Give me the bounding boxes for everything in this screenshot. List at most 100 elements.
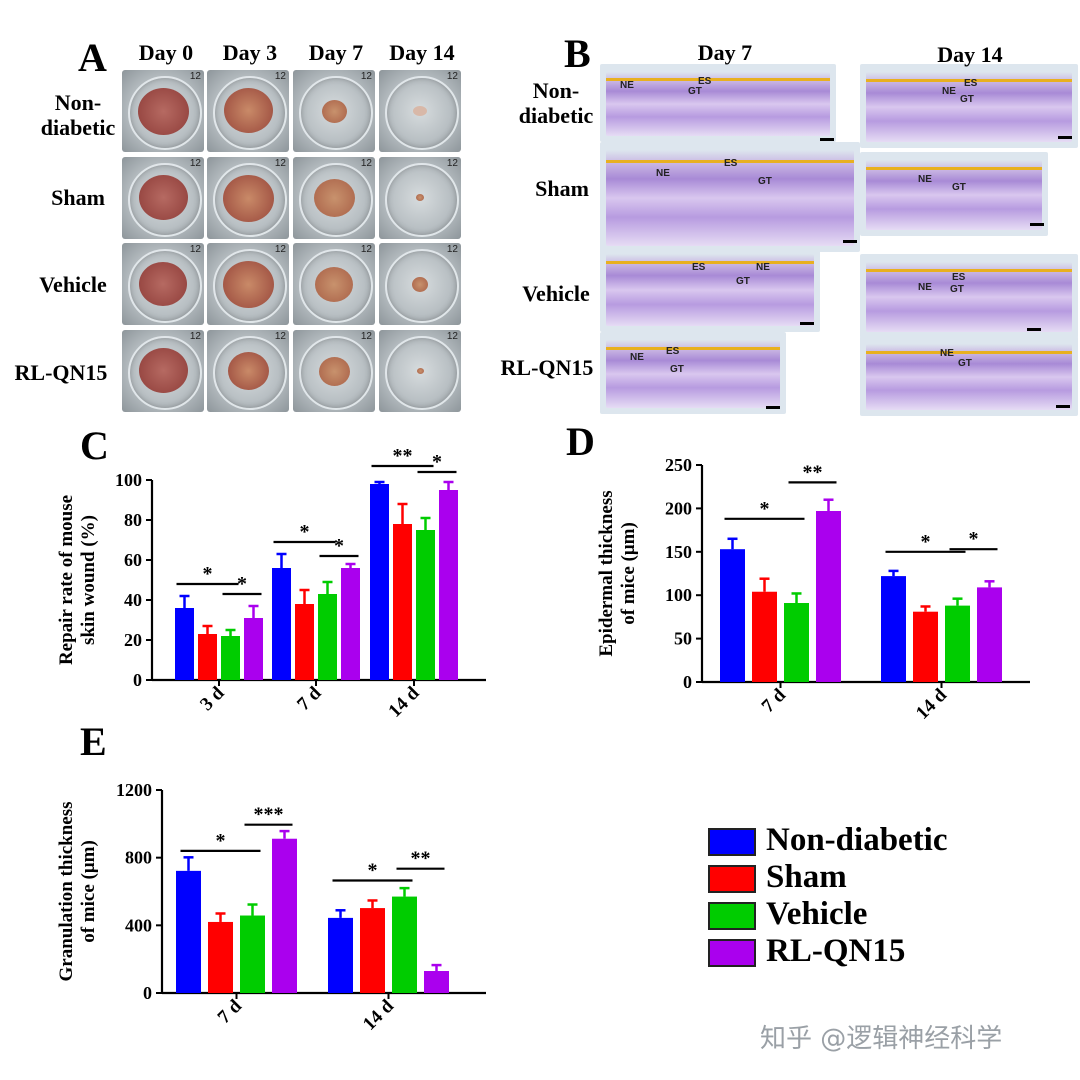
scale-bar — [1056, 405, 1070, 408]
significance-label: ** — [803, 461, 823, 483]
y-tick-label: 1200 — [116, 780, 152, 800]
legend-swatch-sham — [708, 865, 756, 893]
bar — [913, 611, 938, 682]
legend-item-rlqn15: RL-QN15 — [708, 933, 1008, 969]
x-tick-label: 14 d — [359, 995, 398, 1034]
histology-vehicle-day14: NE ES GT — [860, 254, 1078, 338]
panel-b-row-nondiabetic: Non- diabetic — [518, 78, 594, 129]
bar — [881, 576, 906, 682]
wound-photo-vehicle-col2: 12 — [293, 243, 375, 325]
histology-label-gt: GT — [736, 276, 750, 287]
histology-sham-day7: NE ES GT — [600, 142, 860, 252]
panel-a-col-day14: Day 14 — [389, 40, 455, 65]
bar — [816, 511, 841, 682]
y-tick-label: 20 — [124, 630, 142, 650]
bar — [393, 524, 412, 680]
panel-a-row-rlqn15: RL-QN15 — [14, 360, 108, 385]
bar — [175, 608, 194, 680]
bar — [295, 604, 314, 680]
bar — [272, 568, 291, 680]
histology-nondiabetic-day7: NE ES GT — [600, 64, 836, 142]
legend-label-vehicle: Vehicle — [766, 896, 868, 932]
y-tick-label: 0 — [133, 670, 142, 690]
legend-item-sham: Sham — [708, 859, 1008, 895]
chart-e: 0 400 800 1200 Granulation thickness of mice … — [56, 780, 486, 1035]
histology-label-ne: NE — [918, 282, 932, 293]
bar — [240, 915, 265, 993]
significance-label: ** — [393, 445, 413, 467]
bar — [341, 568, 360, 680]
histology-rlqn15-day7: NE ES GT — [600, 332, 786, 414]
y-tick-label: 200 — [665, 498, 692, 518]
significance-label: * — [432, 451, 442, 473]
panel-a-row-sham: Sham — [51, 185, 105, 210]
bar — [221, 636, 240, 680]
wound-photo-sham-col0: 12 — [122, 157, 204, 239]
histology-label-ne: NE — [756, 262, 770, 273]
panel-e-letter: E — [80, 719, 107, 764]
bar — [360, 908, 385, 993]
bar — [439, 490, 458, 680]
legend-swatch-rlqn15 — [708, 939, 756, 967]
histology-label-ne: NE — [630, 352, 644, 363]
histology-label-gt: GT — [958, 358, 972, 369]
histology-label-ne: NE — [942, 86, 956, 97]
y-tick-label: 100 — [115, 470, 142, 490]
y-tick-label: 250 — [665, 455, 692, 475]
bar — [945, 605, 970, 682]
y-tick-label: 400 — [125, 915, 152, 935]
bar — [244, 618, 263, 680]
legend-label-nondiabetic: Non-diabetic — [766, 822, 948, 858]
y-tick-label: 800 — [125, 848, 152, 868]
y-tick-label: 40 — [124, 590, 142, 610]
bar — [752, 591, 777, 682]
x-tick-label: 7 d — [758, 684, 791, 717]
panel-a-col-day3: Day 3 — [222, 40, 278, 65]
histology-label-es: ES — [666, 346, 680, 357]
histology-label-ne: NE — [620, 80, 634, 91]
scale-bar — [1027, 328, 1041, 331]
wound-photo-rlqn15-col3: 12 — [379, 330, 461, 412]
y-axis-label: of mice (μm) — [78, 840, 99, 943]
bar — [977, 587, 1002, 682]
bar — [392, 896, 417, 993]
bar — [784, 603, 809, 682]
y-axis-label: skin wound (%) — [78, 515, 99, 645]
panel-a-row-nondiabetic: Non- diabetic — [40, 90, 116, 141]
panel-a-row-vehicle: Vehicle — [39, 272, 107, 297]
y-tick-label: 0 — [143, 983, 152, 1003]
significance-label: * — [300, 521, 310, 543]
wound-photo-nondiabetic-col1: 12 — [207, 70, 289, 152]
y-axis-label: of mice (μm) — [618, 522, 639, 625]
x-tick-label: 7 d — [214, 995, 247, 1028]
legend-swatch-nondiabetic — [708, 828, 756, 856]
histology-label-gt: GT — [950, 284, 964, 295]
histology-label-es: ES — [964, 78, 978, 89]
wound-photo-sham-col2: 12 — [293, 157, 375, 239]
histology-label-es: ES — [952, 272, 966, 283]
bar — [370, 484, 389, 680]
histology-label-ne: NE — [918, 174, 932, 185]
panel-b-row-sham: Sham — [535, 176, 589, 201]
bar — [416, 530, 435, 680]
wound-photo-rlqn15-col0: 12 — [122, 330, 204, 412]
bar — [198, 634, 217, 680]
histology-label-es: ES — [724, 158, 738, 169]
bar — [272, 838, 297, 993]
panel-a-col-day0: Day 0 — [138, 40, 194, 65]
scale-bar — [843, 240, 857, 243]
x-tick-label: 14 d — [384, 682, 423, 721]
legend-label-rlqn15: RL-QN15 — [766, 933, 906, 969]
histology-vehicle-day7: ES NE GT — [600, 246, 820, 332]
significance-label: * — [237, 573, 247, 595]
scale-bar — [1030, 223, 1044, 226]
panel-b-row-vehicle: Vehicle — [522, 281, 590, 306]
bar — [720, 549, 745, 682]
scale-bar — [1058, 136, 1072, 139]
legend-item-vehicle: Vehicle — [708, 896, 1008, 932]
histology-label-ne: NE — [656, 168, 670, 179]
histology-label-gt: GT — [960, 94, 974, 105]
panel-b-row-rlqn15: RL-QN15 — [500, 355, 594, 380]
watermark: 知乎 @逻辑神经科学 — [760, 1024, 1003, 1054]
y-tick-label: 150 — [665, 542, 692, 562]
